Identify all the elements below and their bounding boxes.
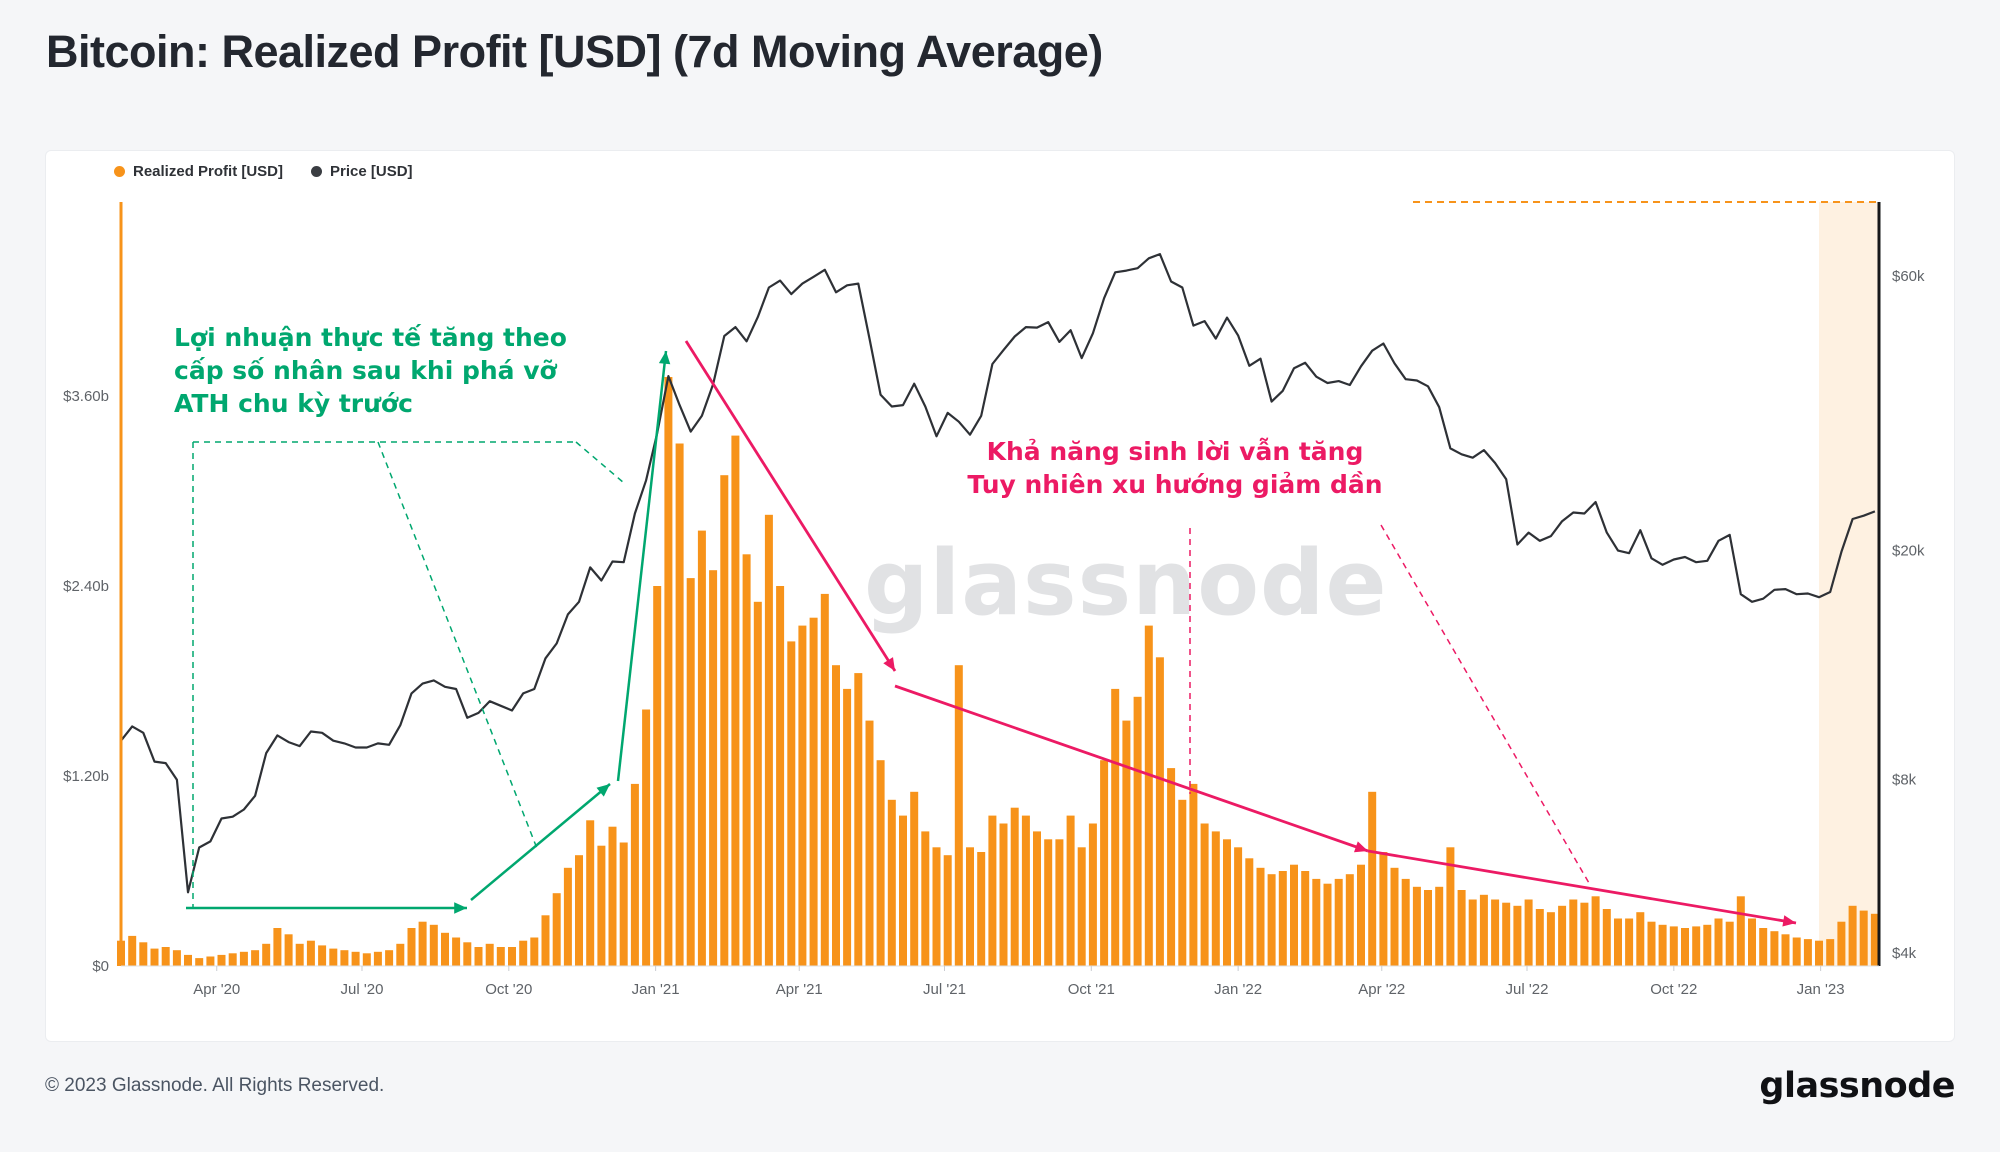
legend-dot-realized-profit [114,166,125,177]
green-dashed-guide [575,441,625,484]
green-annotation-line: cấp số nhân sau khi phá vỡ [174,356,557,385]
pink-annotation: Khả năng sinh lời vẫn tăng Tuy nhiên xu … [945,435,1405,501]
green-dashed-guide [377,441,539,852]
green-annotation: Lợi nhuận thực tế tăng theo cấp số nhân … [174,321,567,420]
legend-label-realized-profit: Realized Profit [USD] [133,163,284,180]
green-annotation-line: ATH chu kỳ trước [174,389,413,418]
x-axis-label: Oct '20 [485,981,532,998]
x-axis-label: Apr '21 [776,981,823,998]
legend-dot-price [311,166,323,177]
pink-annotation-line: Khả năng sinh lời vẫn tăng [986,437,1364,466]
right-axis-label: $8k [1892,772,1917,789]
chart-legend: Realized Profit [USD] Price [USD] [114,163,413,180]
x-axis-label: Jul '21 [923,981,966,998]
price-line [120,253,1876,894]
highlight-band [1819,202,1879,966]
green-arrow-arrowhead [596,784,610,797]
x-axis-label: Oct '22 [1650,981,1697,998]
legend-label-price: Price [USD] [330,163,413,180]
glassnode-logo: glassnode [1759,1066,1955,1106]
footer: © 2023 Glassnode. All Rights Reserved. g… [45,1066,1955,1106]
green-arrow [616,350,668,782]
right-axis-label: $20k [1892,543,1925,560]
x-axis-label: Oct '21 [1068,981,1115,998]
legend-item-price[interactable]: Price [USD] [311,163,413,180]
pink-arrow [1367,849,1797,925]
pink-dashed-guide [1380,524,1590,884]
right-axis-label: $60k [1892,268,1925,285]
pink-arrow-arrowhead [1782,915,1796,927]
green-arrow-arrowhead [454,902,467,914]
pink-annotation-line: Tuy nhiên xu hướng giảm dần [967,470,1383,499]
green-arrow-arrowhead [658,351,671,365]
pink-arrow-arrowhead [883,657,895,671]
x-axis-label: Jan '23 [1797,981,1845,998]
left-axis-label: $1.20b [63,768,109,785]
pink-arrow [894,684,1369,853]
left-axis-label: $2.40b [63,578,109,595]
green-arrow [470,783,611,901]
page-title: Bitcoin: Realized Profit [USD] (7d Movin… [46,26,1103,77]
left-axis-label: $3.60b [63,388,109,405]
x-axis-label: Jul '22 [1506,981,1549,998]
x-axis-label: Apr '22 [1358,981,1405,998]
left-axis-label: $0 [92,958,109,975]
pink-arrow [684,340,897,672]
copyright-text: © 2023 Glassnode. All Rights Reserved. [45,1075,385,1096]
x-axis-label: Jan '21 [632,981,680,998]
x-axis-label: Jan '22 [1214,981,1262,998]
legend-item-realized-profit[interactable]: Realized Profit [USD] [114,163,283,180]
realized-profit-bars [117,377,1879,967]
chart-svg[interactable]: $0 $1.20b $2.40b $3.60b $4k $8k $20k $60k Apr '2… [46,151,1954,1041]
x-axis-label: Apr '20 [193,981,240,998]
right-axis-label: $4k [1892,945,1917,962]
pink-arrow-arrowhead [1354,841,1368,853]
green-annotation-line: Lợi nhuận thực tế tăng theo [174,323,567,352]
chart-card: Realized Profit [USD] Price [USD] $0 $1.2… [45,150,1955,1042]
x-axis-label: Jul '20 [341,981,384,998]
